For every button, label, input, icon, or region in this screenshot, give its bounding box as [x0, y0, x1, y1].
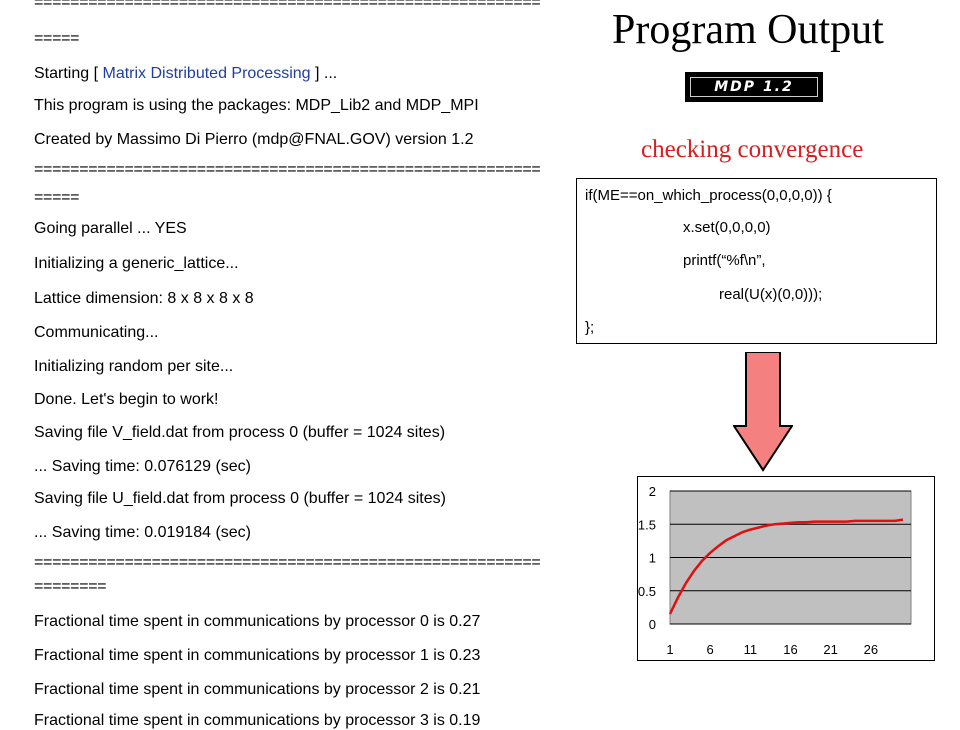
- output-line: Communicating...: [34, 324, 159, 341]
- x-tick-label: 6: [707, 642, 714, 657]
- code-box: if(ME==on_which_process(0,0,0,0)) { x.set…: [576, 178, 937, 344]
- x-tick-label: 21: [823, 642, 837, 657]
- y-tick-label: 1.5: [638, 517, 656, 532]
- separator-line: ========================================…: [34, 554, 541, 571]
- output-line: Going parallel ... YES: [34, 220, 187, 237]
- code-line: };: [585, 319, 595, 336]
- output-line: ... Saving time: 0.076129 (sec): [34, 458, 251, 475]
- y-tick-label: 0.5: [638, 584, 656, 599]
- output-line: Saving file U_field.dat from process 0 (…: [34, 490, 446, 507]
- mdp-logo: MDP 1.2: [685, 72, 823, 102]
- page-title: Program Output: [612, 7, 884, 53]
- output-line: Created by Massimo Di Pierro (mdp@FNAL.G…: [34, 131, 474, 148]
- logo-text: MDP 1.2: [690, 77, 818, 97]
- convergence-chart: 2 1.5 1 0.5 0 1 6 11 16 21 26: [637, 476, 935, 661]
- output-line: This program is using the packages: MDP_…: [34, 97, 479, 114]
- highlighted-package-name: Matrix Distributed Processing: [102, 65, 311, 82]
- output-line-prefix: Starting [: [34, 65, 103, 82]
- separator-line: ========================================…: [34, 0, 541, 11]
- subtitle-checking-convergence: checking convergence: [641, 136, 864, 163]
- y-tick-label: 2: [649, 484, 656, 499]
- chart-svg: 21.510.501 6 11 16 21 26: [638, 484, 912, 657]
- y-tick-label: 0: [649, 617, 656, 632]
- code-line: printf(“%f\n”,: [683, 252, 766, 269]
- output-line: Fractional time spent in communications …: [34, 681, 481, 698]
- separator-line: =====: [34, 189, 80, 206]
- x-tick-label: 16: [783, 642, 797, 657]
- down-arrow-icon: [733, 352, 793, 472]
- y-tick-label: 1: [649, 551, 656, 566]
- x-tick-label: 26: [864, 642, 878, 657]
- output-line: Saving file V_field.dat from process 0 (…: [34, 424, 446, 441]
- arrow-shape: [733, 352, 793, 472]
- separator-line: =====: [34, 30, 80, 47]
- output-line: Fractional time spent in communications …: [34, 712, 481, 729]
- code-line: x.set(0,0,0,0): [683, 219, 771, 236]
- output-line: ... Saving time: 0.019184 (sec): [34, 524, 251, 541]
- output-line: Fractional time spent in communications …: [34, 647, 481, 664]
- series-line: [668, 518, 904, 615]
- output-line-suffix: ] ...: [310, 65, 338, 82]
- output-line: Lattice dimension: 8 x 8 x 8 x 8: [34, 290, 254, 307]
- x-tick-label: 11: [744, 642, 758, 657]
- output-line: Initializing a generic_lattice...: [34, 255, 239, 272]
- code-line: real(U(x)(0,0)));: [719, 286, 823, 303]
- x-tick-label: 1: [666, 642, 673, 657]
- separator-line: ========================================…: [34, 161, 541, 178]
- output-line: Fractional time spent in communications …: [34, 613, 481, 630]
- code-line: if(ME==on_which_process(0,0,0,0)) {: [585, 187, 832, 204]
- output-line: Initializing random per site...: [34, 358, 234, 375]
- separator-line: ========: [34, 578, 107, 595]
- output-line: Starting [ Matrix Distributed Processing…: [34, 65, 337, 83]
- output-line: Done. Let's begin to work!: [34, 391, 219, 408]
